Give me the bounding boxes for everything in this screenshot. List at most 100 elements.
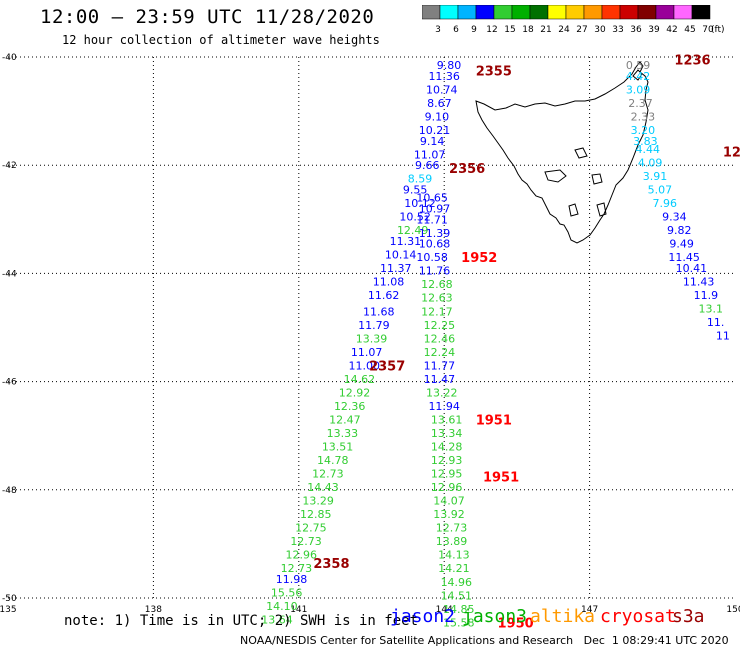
legend-swatch	[529, 5, 549, 20]
pass-time-label: 1236	[674, 54, 710, 69]
wave-height-label: 11.47	[424, 373, 456, 386]
wave-height-label: 10.97	[419, 202, 451, 215]
color-legend: 3 6 9 12 15 18 21 24 27 30 33 36 39 42 45 70(ft)	[422, 5, 725, 35]
wave-height-label: 12.73	[281, 562, 313, 575]
wave-height-label: 14.28	[431, 441, 463, 454]
wave-height-label: 13.33	[327, 427, 359, 440]
legend-swatch	[673, 5, 693, 20]
wave-height-label: 0.59	[626, 59, 651, 72]
wave-height-label: 10.74	[426, 83, 458, 96]
lat-tick-label: -44	[2, 269, 17, 279]
wave-height-label: 13.51	[322, 441, 354, 454]
wave-height-label: 9.10	[425, 111, 450, 124]
pass-time-label: 1952	[461, 251, 497, 266]
page-subtitle: 12 hour collection of altimeter wave hei…	[62, 33, 380, 47]
legend-tick-label: 39	[648, 25, 660, 35]
legend-tick-label: 12	[486, 25, 497, 35]
legend-s3a: s3a	[672, 606, 705, 627]
legend-unit: (ft)	[711, 25, 725, 35]
wave-height-label: 9.49	[669, 238, 694, 251]
legend-tick-label: 33	[612, 25, 623, 35]
wave-height-label: 11.77	[424, 359, 456, 372]
wave-height-label: 14.78	[317, 454, 349, 467]
legend-swatch	[637, 5, 657, 20]
wave-height-label: 12.68	[421, 278, 453, 291]
wave-height-label: 12.46	[424, 332, 456, 345]
lon-tick-label: 150	[726, 605, 740, 615]
wave-height-label: 7.96	[652, 197, 677, 210]
wave-height-label: 10.41	[676, 262, 708, 275]
lat-tick-label: -42	[2, 161, 17, 171]
wave-height-label: 14.96	[441, 576, 473, 589]
wave-height-label: 11.36	[428, 70, 460, 83]
legend-swatch	[439, 5, 459, 20]
wave-height-label: 11.68	[363, 305, 395, 318]
page-title: 12:00 – 23:59 UTC 11/28/2020	[40, 6, 375, 28]
wave-height-label: 10.14	[385, 248, 417, 261]
wave-height-label: 9.80	[437, 59, 462, 72]
pass-time-label: 2358	[313, 557, 349, 572]
legend-swatch	[601, 5, 621, 20]
legend-cryosat: cryosat	[600, 606, 676, 627]
wave-height-label: 10.58	[416, 251, 448, 264]
wave-height-label: 14.85	[443, 603, 475, 616]
wave-height-label: 13.64	[261, 614, 293, 627]
wave-height-label: 12.24	[424, 346, 456, 359]
wave-height-label: 3.09	[626, 83, 651, 96]
wave-height-label: 11.37	[380, 262, 412, 275]
footer-note: note: 1) Time is in UTC; 2) SWH is in fe…	[64, 613, 419, 629]
lon-tick-label: 141	[290, 605, 307, 615]
lon-tick-label: 138	[145, 605, 162, 615]
legend-swatch	[619, 5, 639, 20]
wave-height-label: 11.00	[348, 359, 380, 372]
legend-tick-label: 15	[504, 25, 515, 35]
wave-height-label: 12.17	[421, 305, 453, 318]
pass-time-label: 1239	[723, 146, 740, 161]
legend-swatch	[655, 5, 675, 20]
wave-height-label: 12.73	[436, 522, 468, 535]
wave-height-label: 2.37	[628, 97, 653, 110]
wave-height-label: 12.25	[424, 319, 456, 332]
legend-swatch	[565, 5, 585, 20]
wave-height-label: 13.92	[433, 508, 465, 521]
wave-height-label: 11.9	[694, 289, 719, 302]
lat-tick-label: -46	[2, 378, 17, 388]
legend-swatch	[583, 5, 603, 20]
wave-height-label: 12.75	[295, 522, 327, 535]
legend-swatch	[422, 5, 441, 20]
legend-tick-label: 42	[666, 25, 677, 35]
legend-altika: altika	[530, 606, 596, 627]
wave-height-label: 14.43	[307, 481, 339, 494]
legend-swatch	[457, 5, 477, 20]
wave-height-label: 14.21	[438, 562, 470, 575]
legend-tick-label: 70	[702, 25, 714, 35]
lat-tick-label: -50	[2, 594, 17, 604]
wave-height-label: 11.39	[419, 227, 451, 240]
wave-height-label: 12.96	[431, 481, 463, 494]
wave-height-label: 3.83	[633, 135, 658, 148]
wave-height-label: 10.12	[404, 197, 436, 210]
wave-height-label: 9.14	[420, 135, 445, 148]
pass-time-label: 1950	[498, 616, 534, 631]
wave-height-label: 14.51	[441, 589, 473, 602]
wave-height-label: 12.36	[334, 400, 366, 413]
wave-height-label: 13.89	[436, 535, 468, 548]
wave-height-label: 12.73	[312, 468, 344, 481]
wave-height-label: 12.73	[290, 535, 322, 548]
wave-height-label: 10.65	[416, 192, 448, 205]
wave-height-label: 3.20	[631, 124, 656, 137]
wave-height-label: 11.62	[368, 289, 400, 302]
lon-tick-label: 147	[581, 605, 598, 615]
legend-tick-label: 6	[453, 25, 459, 35]
wave-height-label: 9.82	[667, 224, 692, 237]
pass-time-label: 2357	[369, 359, 405, 374]
wave-height-observations: 9.8011.3610.748.679.1010.219.1411.079.66…	[261, 59, 730, 629]
wave-height-label: 14.07	[433, 495, 465, 508]
wave-height-label: 11.45	[668, 251, 700, 264]
legend-swatch	[511, 5, 531, 20]
wave-height-label: 11.79	[358, 319, 390, 332]
pass-time-label: 1951	[476, 413, 512, 428]
wave-height-label: 12.93	[431, 454, 463, 467]
